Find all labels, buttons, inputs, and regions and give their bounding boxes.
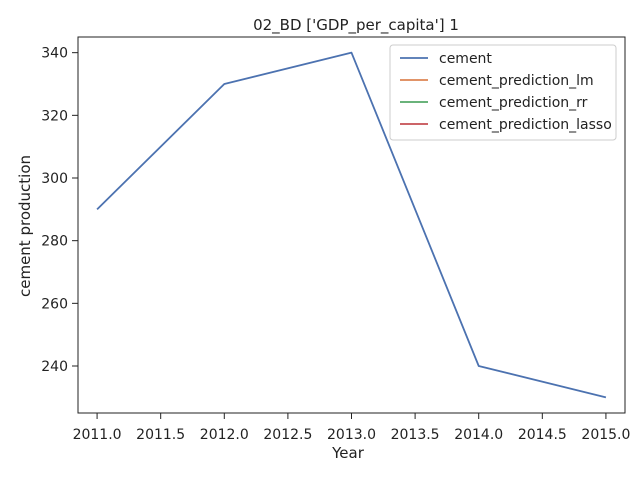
x-axis: 2011.0 2011.5 2012.0 2012.5 2013.0 2013.5 2014… [73, 413, 630, 443]
x-tick-label: 2014.5 [518, 427, 567, 443]
legend-label: cement_prediction_rr [439, 95, 588, 111]
x-tick-label: 2013.5 [391, 427, 440, 443]
y-tick-label: 260 [41, 296, 68, 312]
x-tick-label: 2012.0 [200, 427, 249, 443]
y-axis: 240 260 280 300 320 340 [41, 46, 78, 375]
legend-label: cement [439, 51, 492, 67]
y-tick-label: 240 [41, 359, 68, 375]
y-tick-label: 300 [41, 171, 68, 187]
chart-title: 02_BD ['GDP_per_capita'] 1 [253, 16, 459, 35]
legend: cement cement_prediction_lm cement_predict… [389, 44, 617, 141]
y-tick-label: 280 [41, 234, 68, 250]
y-tick-label: 320 [41, 108, 68, 124]
legend-box [389, 44, 617, 141]
x-tick-label: 2011.5 [136, 427, 185, 443]
y-tick-label: 340 [41, 46, 68, 62]
x-tick-label: 2013.0 [327, 427, 376, 443]
x-tick-label: 2014.0 [454, 427, 503, 443]
y-axis-label: cement production [16, 155, 34, 297]
x-tick-label: 2011.0 [73, 427, 122, 443]
x-tick-label: 2012.5 [263, 427, 312, 443]
legend-label: cement_prediction_lm [439, 73, 594, 89]
series-lines [96, 51, 607, 399]
x-axis-label: Year [331, 444, 365, 462]
legend-label: cement_prediction_lasso [439, 117, 612, 133]
x-tick-label: 2015.0 [581, 427, 630, 443]
